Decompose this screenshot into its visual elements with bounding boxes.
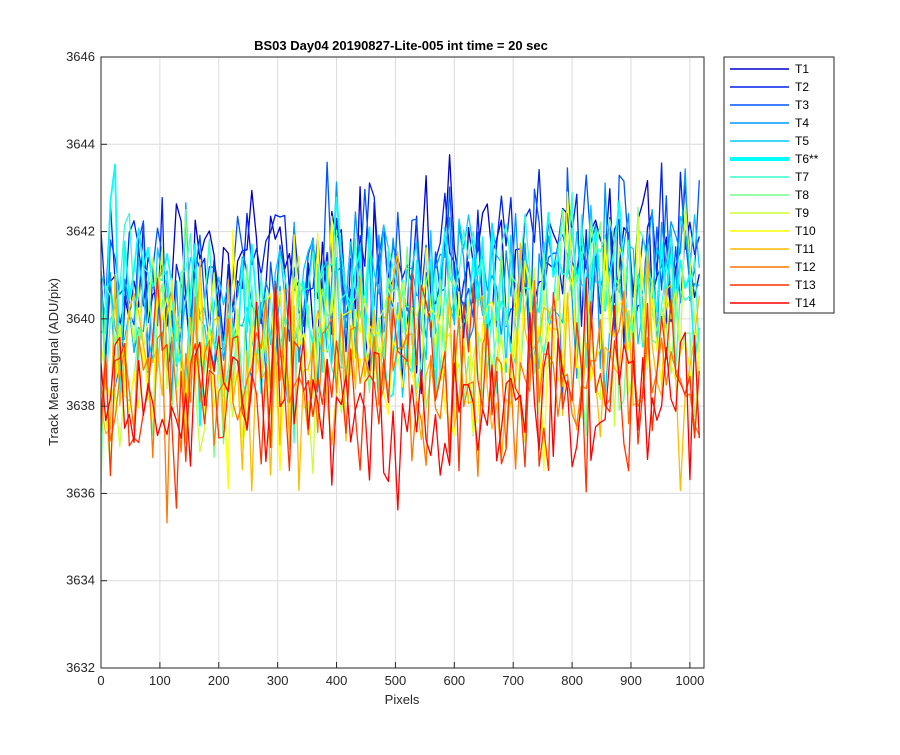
legend: T1 T2 T3 T4 T5 T6** T7 T8 T9 T10 T11 T12 T13 T14: [723, 56, 835, 314]
y-tick-label: 3632: [66, 660, 95, 675]
legend-label: T8: [795, 188, 809, 202]
x-tick-label: 500: [385, 673, 407, 688]
y-tick-label: 3640: [66, 311, 95, 326]
plot-frame: [100, 56, 705, 669]
y-axis-ticks: 3632 3634 3636 3638 3640 3642 3644 3646: [66, 49, 107, 675]
y-tick-label: 3636: [66, 485, 95, 500]
series-line-t14: [101, 276, 700, 511]
x-tick-label: 300: [267, 673, 289, 688]
legend-label: T5: [795, 134, 809, 148]
y-tick-label: 3634: [66, 573, 95, 588]
chart-title: BS03 Day04 20190827-Lite-005 int time = …: [254, 38, 548, 53]
x-tick-label: 600: [443, 673, 465, 688]
x-axis-ticks: 0 100 200 300 400 500 600 700 800 900 1000: [97, 662, 704, 688]
x-tick-label: 0: [97, 673, 104, 688]
legend-label: T13: [795, 278, 816, 292]
legend-label: T3: [795, 98, 809, 112]
x-tick-label: 800: [561, 673, 583, 688]
x-tick-label: 1000: [675, 673, 704, 688]
legend-label: T9: [795, 206, 809, 220]
y-axis-label: Track Mean Signal (ADU/pix): [46, 278, 61, 446]
legend-label: T4: [795, 116, 809, 130]
legend-label: T14: [795, 296, 816, 310]
x-tick-label: 200: [208, 673, 230, 688]
x-tick-label: 700: [502, 673, 524, 688]
series-line-t11: [101, 242, 700, 492]
series-line-t12: [101, 280, 700, 524]
series-line-t13: [101, 272, 700, 509]
x-tick-label: 900: [620, 673, 642, 688]
series-group: [101, 154, 701, 524]
y-tick-label: 3642: [66, 224, 95, 239]
series-line-t10: [101, 191, 700, 490]
legend-label: T11: [795, 242, 815, 256]
legend-label: T12: [795, 260, 816, 274]
x-tick-label: 100: [149, 673, 171, 688]
legend-label: T6**: [795, 152, 819, 166]
x-tick-label: 400: [326, 673, 348, 688]
y-tick-label: 3638: [66, 398, 95, 413]
legend-box: [723, 56, 835, 314]
y-tick-label: 3646: [66, 49, 95, 64]
legend-label: T7: [795, 170, 809, 184]
y-tick-label: 3644: [66, 136, 95, 151]
x-axis-label: Pixels: [385, 692, 420, 707]
legend-label: T10: [795, 224, 816, 238]
legend-label: T1: [795, 62, 809, 76]
legend-label: T2: [795, 80, 809, 94]
